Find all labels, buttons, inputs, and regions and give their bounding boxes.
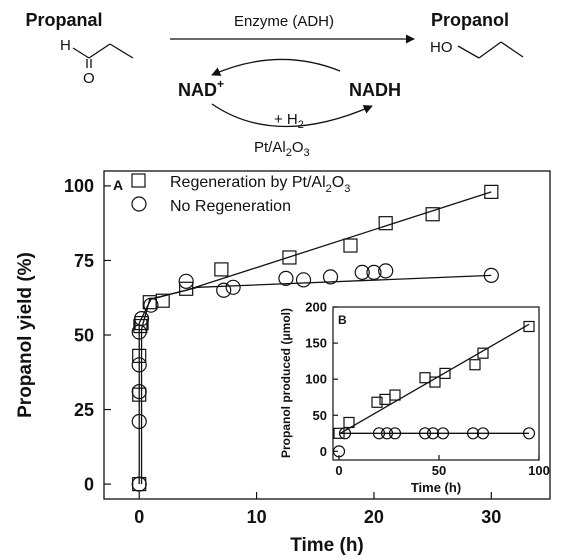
propanol-structure <box>457 41 524 59</box>
main-circle-point <box>143 297 159 313</box>
inset-circle-point <box>388 427 402 440</box>
main-y-axis-label: Propanol yield (%) <box>15 252 36 418</box>
inset-x-axis-label: Time (h) <box>411 480 461 495</box>
hydrogen-label: + H2 <box>274 111 304 131</box>
inset-chart-marks: 0 50 100 0 50 100 150 200 <box>305 300 550 478</box>
main-square-point <box>132 348 147 363</box>
main-square-point <box>378 216 393 231</box>
main-panel-label: A <box>113 177 123 193</box>
inset-circle-point <box>466 427 480 440</box>
main-legend: Regeneration by Pt/Al2O3 No Regeneration <box>131 173 350 215</box>
product-label: Propanol <box>431 10 509 30</box>
main-circle-point <box>131 357 147 373</box>
propanal-h-atom: H <box>60 37 71 54</box>
inset-plot-frame <box>332 306 540 461</box>
main-x-tick-label: 10 <box>247 507 267 527</box>
main-x-tick-label: 0 <box>134 507 144 527</box>
inset-background <box>326 305 540 462</box>
main-square-point <box>179 281 194 296</box>
propanal-structure <box>72 43 134 68</box>
propanol-ho-group: HO <box>430 39 453 56</box>
main-y-tick-label: 75 <box>74 251 94 271</box>
main-circle-point <box>322 269 339 285</box>
inset-circle-point <box>418 427 432 440</box>
main-square-point <box>133 318 148 334</box>
main-square-point <box>282 250 297 265</box>
inset-square-point <box>477 347 489 359</box>
main-circle-point <box>225 279 241 295</box>
inset-x-tick-label: 100 <box>528 463 550 478</box>
main-circle-point <box>354 264 370 280</box>
main-circle-point <box>131 413 147 430</box>
main-square-point <box>343 238 358 253</box>
legend-circle-marker <box>131 196 147 212</box>
nadh-label: NADH <box>349 80 401 100</box>
inset-circle-point <box>332 445 346 458</box>
main-circle-point <box>131 384 147 400</box>
inset-square-point <box>439 367 451 379</box>
main-chart-marks: 0 10 20 30 0 25 50 75 100 <box>64 176 501 527</box>
inset-square-point <box>343 416 355 429</box>
main-y-tick-label: 100 <box>64 176 94 196</box>
main-square-point <box>214 262 229 277</box>
nad-plus-label: NAD+ <box>178 77 224 100</box>
inset-square-point <box>469 359 481 371</box>
inset-y-tick-label: 0 <box>320 444 327 459</box>
propanal-o-atom: O <box>83 70 95 87</box>
main-square-point <box>134 315 149 331</box>
main-circle-point <box>216 282 232 298</box>
main-fit-line-1 <box>140 191 492 485</box>
main-circle-point <box>133 311 150 327</box>
main-x-tick-label: 30 <box>481 507 501 527</box>
main-chart: A Time (h) Propanol yield (%) 0 10 20 30 0 25… <box>15 170 551 556</box>
inset-fit-line-1 <box>338 323 530 435</box>
main-circle-point <box>278 270 294 286</box>
main-y-tick-label: 25 <box>74 400 94 420</box>
legend-series-1-label: Regeneration by Pt/Al2O3 <box>170 174 350 195</box>
catalyst-label: Pt/Al2O3 <box>254 139 310 159</box>
inset-circle-point <box>476 427 490 440</box>
inset-x-tick-label: 0 <box>335 463 342 478</box>
inset-square-point <box>389 389 401 401</box>
inset-x-tick-label: 50 <box>432 463 446 478</box>
inset-panel-label: B <box>338 313 347 327</box>
inset-y-tick-label: 150 <box>305 336 327 351</box>
inset-circle-point <box>426 427 440 440</box>
inset-circle-point <box>380 427 394 440</box>
inset-square-point <box>523 320 535 333</box>
main-x-tick-label: 20 <box>364 507 384 527</box>
inset-y-tick-label: 50 <box>313 408 327 423</box>
main-circle-point <box>378 263 394 279</box>
main-circle-point <box>178 273 194 289</box>
main-square-point <box>484 184 499 199</box>
reaction-scheme: Propanal Propanol Enzyme (ADH) H O HO NA… <box>25 10 524 159</box>
main-x-axis-label: Time (h) <box>290 535 364 556</box>
inset-circle-point <box>338 427 352 440</box>
main-y-tick-label: 0 <box>84 474 94 494</box>
main-circle-point <box>366 264 382 280</box>
substrate-label: Propanal <box>25 10 102 30</box>
inset-chart: B Time (h) Propanol produced (μmol) 0 50 1… <box>279 300 550 495</box>
inset-square-point <box>429 376 441 388</box>
main-circle-point <box>295 272 312 288</box>
main-square-point <box>425 207 440 222</box>
inset-circle-point <box>522 427 536 440</box>
enzyme-label: Enzyme (ADH) <box>234 13 334 30</box>
inset-y-tick-label: 100 <box>305 372 327 387</box>
main-fit-line-2 <box>138 274 492 485</box>
main-y-tick-label: 50 <box>74 325 94 345</box>
inset-circle-point <box>372 427 386 440</box>
legend-square-marker <box>131 173 146 188</box>
inset-y-tick-label: 200 <box>305 300 327 315</box>
inset-square-point <box>371 396 383 408</box>
regeneration-arrow-top <box>211 58 341 76</box>
main-circle-point <box>131 476 147 492</box>
inset-square-point <box>333 427 345 439</box>
regeneration-arrow-bottom <box>211 103 373 128</box>
inset-y-axis-label: Propanol produced (μmol) <box>279 308 293 458</box>
legend-series-2-label: No Regeneration <box>170 198 291 215</box>
inset-circle-point <box>436 427 450 440</box>
main-circle-point <box>483 267 499 283</box>
